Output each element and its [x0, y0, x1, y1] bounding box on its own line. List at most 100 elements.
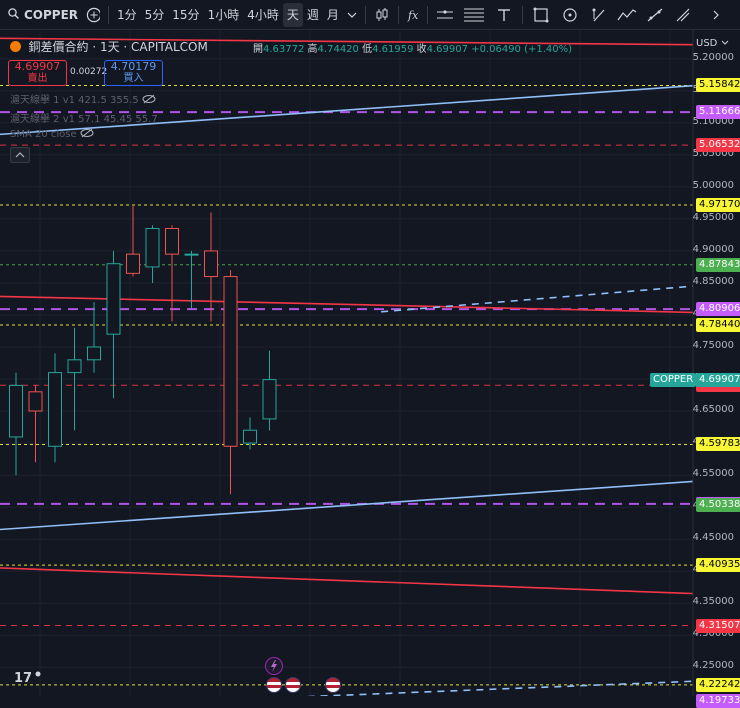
chart-canvas[interactable] — [0, 30, 740, 696]
polyline-icon — [617, 8, 637, 20]
sell-button[interactable]: 4.69907 賣出 — [8, 60, 67, 86]
interval-1m[interactable]: 1分 — [117, 8, 137, 22]
search-icon — [8, 7, 19, 22]
indicator-row-2[interactable]: 滬天線擧 2 v1 57.1 45.45 55.7 — [10, 110, 158, 125]
candle-body — [223, 276, 238, 447]
grid — [0, 30, 693, 696]
chart-legend: 銅差價合約 · 1天 · CAPITALCOM — [10, 38, 208, 55]
us-flag-event[interactable] — [325, 677, 341, 693]
candle-body — [87, 346, 101, 361]
fib-tool[interactable] — [458, 3, 490, 27]
price-level-tag: 4.40935 — [696, 558, 740, 573]
symbol-search[interactable]: COPPER — [0, 3, 82, 27]
price-level-tag: 5.11666 — [696, 105, 740, 120]
buy-price: 4.70179 — [110, 60, 157, 73]
interval-1d[interactable]: 天 — [282, 2, 303, 27]
circle-icon — [563, 7, 577, 22]
us-flag-event[interactable] — [266, 677, 282, 693]
tv-logo-icon: 17 — [14, 671, 41, 686]
candle-body — [243, 429, 257, 444]
price-level-tag: 4.87843 — [696, 257, 740, 272]
fx-indicator-icon: fx — [407, 9, 419, 22]
low-value: 4.61959 — [372, 44, 414, 55]
y-tick-label: 4.65000 — [692, 404, 734, 416]
current-price-tag: 4.69907 — [696, 372, 740, 387]
current-symbol-tag: COPPER — [650, 372, 697, 387]
text-tool-icon — [497, 8, 510, 21]
y-tick-label: 5.00000 — [692, 179, 734, 191]
pen-tool[interactable] — [585, 3, 613, 27]
projection-icon — [676, 8, 690, 21]
interval-4h[interactable]: 4小時 — [247, 8, 279, 22]
y-tick-label: 4.55000 — [692, 468, 734, 480]
indicator-button[interactable]: fx — [403, 3, 423, 27]
y-tick-label: 4.35000 — [692, 596, 734, 608]
interval-dropdown[interactable] — [343, 3, 361, 27]
pencil-icon — [592, 8, 605, 21]
buy-button[interactable]: 4.70179 買入 — [104, 60, 163, 86]
tradingview-logo[interactable]: 17 — [14, 670, 42, 687]
indicator-row-3[interactable]: SMA 20 close — [10, 128, 94, 140]
more-tools-button[interactable] — [705, 3, 727, 27]
cursor-tool[interactable] — [432, 3, 458, 27]
interval-1mo[interactable]: 月 — [326, 8, 339, 22]
price-level-tag: 4.80906 — [696, 302, 740, 317]
collapse-legend-button[interactable] — [10, 147, 30, 163]
event-marker[interactable] — [265, 657, 283, 675]
price-level-tag: 4.22242 — [696, 677, 740, 692]
indicator-1-label: 滬天線擧 1 v1 421.5 355.5 — [10, 95, 139, 106]
high-label: 高 — [307, 44, 318, 55]
currency-label: USD — [696, 38, 718, 49]
path-tool[interactable] — [613, 3, 641, 27]
circle-tool[interactable] — [555, 3, 585, 27]
y-tick-label: 4.25000 — [692, 660, 734, 672]
eye-off-icon[interactable] — [80, 128, 94, 138]
price-level-tag: 4.78440 — [696, 317, 740, 332]
toolbar-divider — [521, 5, 523, 24]
trend-line — [0, 480, 694, 531]
y-tick-label: 5.05000 — [692, 147, 734, 159]
svg-text:fx: fx — [407, 9, 419, 22]
forecast-tool[interactable] — [669, 3, 697, 27]
close-value: 4.69907 — [426, 44, 468, 55]
toolbar-divider — [397, 5, 399, 24]
indicator-row-1[interactable]: 滬天線擧 1 v1 421.5 355.5 — [10, 91, 156, 106]
interval-1w[interactable]: 週 — [306, 8, 319, 22]
price-level-tag: 4.31507 — [696, 618, 740, 633]
svg-text:17: 17 — [14, 671, 32, 684]
eye-off-icon[interactable] — [142, 94, 156, 104]
chart-pane[interactable]: 銅差價合約 · 1天 · CAPITALCOM 開4.63772 高4.7442… — [0, 30, 740, 708]
rectangle-tool[interactable] — [527, 3, 555, 27]
price-level-tag: 4.19733 — [696, 693, 740, 708]
interval-5m[interactable]: 5分 — [144, 8, 165, 22]
currency-selector[interactable]: USD — [696, 38, 729, 49]
us-flag-event[interactable] — [285, 677, 301, 693]
add-symbol-button[interactable] — [82, 3, 104, 27]
interval-15m[interactable]: 15分 — [172, 8, 200, 22]
toolbar-divider — [426, 5, 428, 24]
horizontal-lines-icon — [436, 9, 453, 18]
symbol-name: COPPER — [24, 7, 79, 22]
chevron-down-icon — [347, 12, 357, 18]
trend-lines — [0, 37, 694, 696]
candle-body — [48, 372, 62, 447]
trend-line — [0, 567, 694, 595]
sell-price: 4.69907 — [14, 60, 61, 73]
candles — [9, 206, 277, 495]
symbol-logo-icon — [10, 41, 21, 52]
price-level-tag: 5.15842 — [696, 78, 740, 93]
candle-body — [106, 263, 121, 335]
price-level-tag: 5.06532 — [696, 138, 740, 153]
y-tick-label: 4.95000 — [692, 211, 734, 223]
interval-1h[interactable]: 1小時 — [207, 8, 240, 22]
y-tick-label: 4.85000 — [692, 275, 734, 287]
y-tick-label: 4.75000 — [692, 339, 734, 351]
candle-body — [9, 384, 23, 438]
trend-line — [302, 680, 694, 696]
price-level-tag: 4.50338 — [696, 497, 740, 512]
text-tool[interactable] — [490, 3, 518, 27]
chart-type-button[interactable] — [370, 3, 394, 27]
trend-tool[interactable] — [641, 3, 669, 27]
price-level-lines — [0, 84, 693, 686]
indicator-3-label: SMA 20 close — [10, 129, 77, 140]
